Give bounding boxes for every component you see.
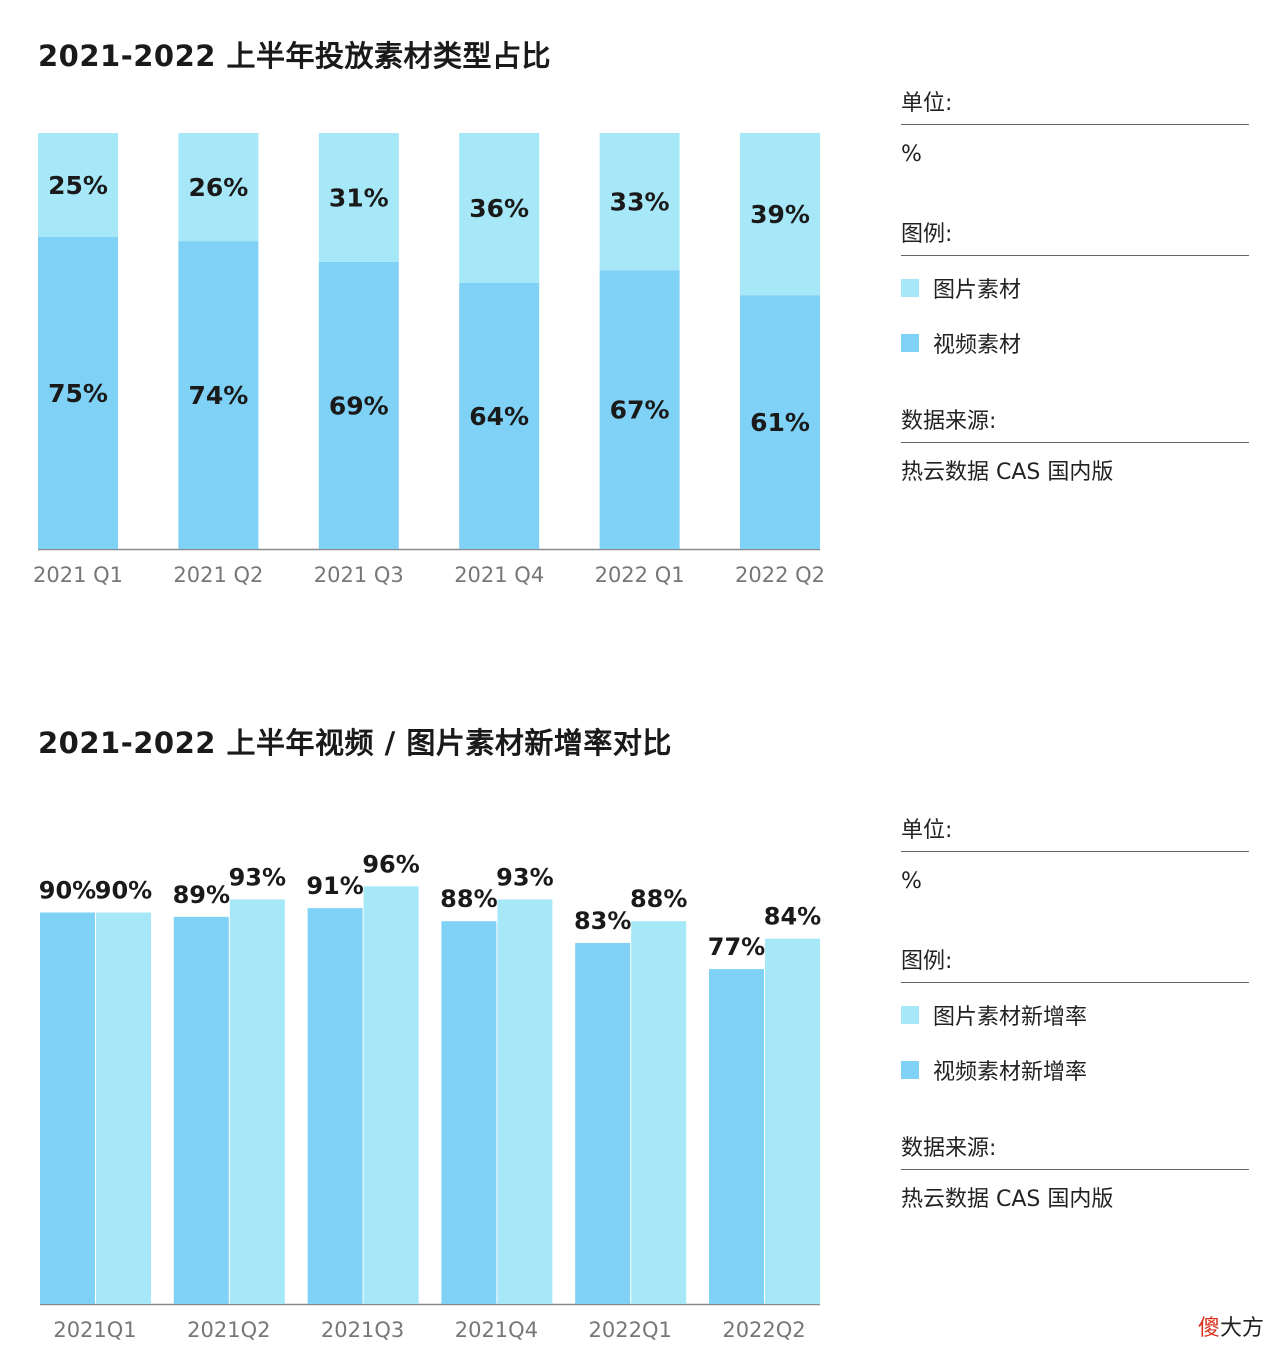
bar-image-rate-6 (765, 938, 820, 1304)
data-label-image-rate-5: 88% (630, 885, 687, 913)
x-tick-label-3: 2021Q3 (321, 1318, 404, 1342)
x-tick-label-6: 2022 Q2 (735, 563, 825, 587)
unit-value: % (901, 869, 922, 894)
legend-item-image-rate: 图片素材新增率 (901, 987, 1249, 1042)
data-label-video-4: 64% (469, 402, 529, 431)
bar-image-rate-5 (631, 921, 687, 1304)
bar-image-rate-1 (96, 912, 151, 1304)
legend-swatch-video (901, 333, 919, 352)
data-label-image-5: 33% (610, 188, 670, 217)
data-label-video-rate-4: 88% (440, 885, 497, 913)
legend-item-video: 视频素材 (901, 315, 1249, 370)
source-value: 热云数据 CAS 国内版 (901, 1187, 1114, 1212)
grouped-bar-chart: 90%90%2021Q189%93%2021Q291%96%2021Q388%9… (39, 850, 821, 1342)
data-label-video-3: 69% (329, 391, 389, 420)
watermark: 傻大方 (1198, 1310, 1264, 1342)
data-label-video-5: 67% (610, 396, 670, 425)
bar-image-rate-3 (363, 886, 419, 1304)
data-label-video-rate-2: 89% (173, 881, 230, 909)
data-label-image-4: 36% (469, 194, 529, 223)
bar-video-5 (599, 270, 680, 549)
side-panel-bottom: 单位: % 图例: 图片素材新增率 视频素材新增率 数据来源: 热云数据 CAS… (901, 811, 1249, 1222)
legend-text-image: 图片素材 (933, 277, 1022, 303)
data-label-image-6: 39% (750, 200, 810, 229)
data-label-image-rate-2: 93% (229, 863, 286, 891)
bar-video-2 (178, 241, 259, 549)
bar-video-rate-5 (575, 942, 631, 1304)
data-label-image-1: 25% (48, 171, 108, 200)
legend-item-image: 图片素材 (901, 260, 1249, 315)
bar-video-6 (740, 295, 820, 549)
x-tick-label-2: 2021 Q2 (173, 563, 263, 587)
legend-text-video: 视频素材 (933, 332, 1022, 358)
bar-image-rate-2 (229, 899, 285, 1304)
bar-image-rate-4 (497, 899, 553, 1304)
data-label-image-rate-4: 93% (496, 863, 553, 891)
x-tick-label-2: 2021Q2 (187, 1318, 270, 1342)
unit-label: 单位: (901, 818, 953, 843)
data-label-video-1: 75% (48, 379, 108, 408)
legend-swatch-image-rate (901, 1005, 919, 1024)
data-label-video-rate-5: 83% (574, 907, 631, 935)
bar-video-rate-4 (441, 921, 497, 1304)
x-tick-label-6: 2022Q2 (722, 1318, 805, 1342)
watermark-first-char: 傻 (1197, 1316, 1220, 1341)
legend-item-video-rate: 视频素材新增率 (901, 1042, 1249, 1097)
source-label: 数据来源: (901, 409, 997, 434)
data-label-video-6: 61% (750, 408, 810, 437)
legend: 图片素材 视频素材 (901, 260, 1249, 370)
bar-video-4 (459, 282, 540, 549)
data-label-video-rate-1: 90% (39, 877, 96, 905)
bar-video-rate-6 (709, 969, 764, 1304)
divider (901, 255, 1249, 256)
bar-image-3 (318, 133, 399, 262)
x-tick-label-1: 2021Q1 (53, 1318, 136, 1342)
data-label-image-rate-3: 96% (362, 850, 419, 878)
x-tick-label-5: 2022Q1 (589, 1318, 672, 1342)
data-label-video-2: 74% (188, 381, 248, 410)
legend-label: 图例: (901, 949, 953, 974)
divider (901, 851, 1249, 852)
x-tick-label-4: 2021 Q4 (454, 563, 544, 587)
x-tick-label-1: 2021 Q1 (33, 563, 123, 587)
data-label-video-rate-3: 91% (306, 872, 363, 900)
data-label-image-3: 31% (329, 183, 389, 212)
unit-value: % (901, 142, 922, 167)
legend-text-video-rate: 视频素材新增率 (933, 1059, 1088, 1085)
data-label-image-2: 26% (188, 173, 248, 202)
unit-label: 单位: (901, 91, 953, 116)
x-tick-label-5: 2022 Q1 (595, 563, 685, 587)
bar-image-6 (740, 133, 820, 296)
x-tick-label-4: 2021Q4 (455, 1318, 538, 1342)
chart-title-bottom: 2021-2022 上半年视频 / 图片素材新增率对比 (38, 726, 672, 760)
bar-video-rate-1 (40, 912, 95, 1304)
x-tick-label-3: 2021 Q3 (314, 563, 404, 587)
bar-video-rate-3 (307, 908, 363, 1304)
watermark-rest: 大方 (1219, 1316, 1264, 1341)
bar-video-1 (38, 237, 118, 549)
bar-image-4 (459, 133, 540, 283)
legend-swatch-video-rate (901, 1060, 919, 1079)
data-label-image-rate-6: 84% (764, 903, 821, 931)
bar-video-rate-2 (173, 916, 229, 1304)
stacked-bar-chart: 25% 75% 2021 Q1 26% 74% 2021 Q2 31% 69% 2021 Q3 3… (33, 133, 825, 587)
source-label: 数据来源: (901, 1136, 997, 1161)
divider (901, 982, 1249, 983)
source-value: 热云数据 CAS 国内版 (901, 460, 1114, 485)
bar-image-1 (38, 133, 118, 237)
side-panel-top: 单位: % 图例: 图片素材 视频素材 数据来源: 热云数据 CAS 国内版 (901, 84, 1249, 495)
legend-label: 图例: (901, 222, 953, 247)
divider (901, 442, 1249, 443)
legend-swatch-image (901, 278, 919, 297)
divider (901, 124, 1249, 125)
data-label-video-rate-6: 77% (708, 933, 765, 961)
bar-image-2 (178, 133, 259, 242)
data-label-image-rate-1: 90% (95, 877, 152, 905)
legend: 图片素材新增率 视频素材新增率 (901, 987, 1249, 1097)
legend-text-image-rate: 图片素材新增率 (933, 1004, 1088, 1030)
bar-image-5 (599, 133, 680, 271)
bar-video-3 (318, 261, 399, 549)
divider (901, 1169, 1249, 1170)
chart-title-top: 2021-2022 上半年投放素材类型占比 (38, 39, 552, 73)
